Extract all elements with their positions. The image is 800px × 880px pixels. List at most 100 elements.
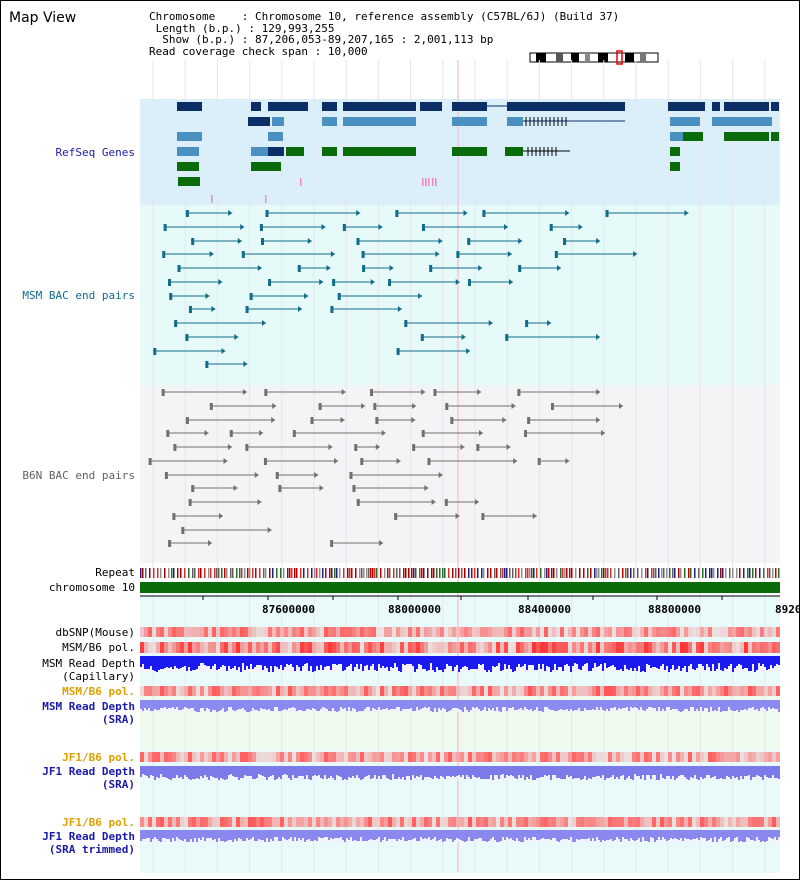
label-msm-b6-pol-sra[interactable]: MSM/B6 pol.	[62, 685, 135, 698]
bac-end	[334, 458, 339, 464]
depth-bar	[602, 656, 604, 671]
label-msm-b6-pol[interactable]: MSM/B6 pol.	[62, 641, 135, 654]
heat-cell	[468, 627, 472, 637]
heat-cell	[548, 642, 552, 653]
heat-cell	[692, 642, 696, 653]
depth-bar	[532, 766, 534, 780]
depth-bar	[720, 700, 722, 712]
bac-end	[532, 513, 537, 519]
depth-bar	[248, 766, 250, 776]
depth-bar	[770, 700, 772, 709]
label-msm-read-depth-capillary[interactable]: MSM Read Depth (Capillary)	[5, 657, 135, 683]
heat-cell	[676, 642, 680, 653]
depth-bar	[682, 766, 684, 775]
depth-bar	[700, 700, 702, 707]
label-msm-read-depth-sra[interactable]: MSM Read Depth (SRA)	[5, 700, 135, 726]
heat-cell	[208, 642, 212, 653]
depth-bar	[652, 656, 654, 667]
depth-bar	[164, 700, 166, 707]
heat-cell	[212, 642, 216, 653]
repeat-mark	[521, 568, 523, 578]
depth-bar	[634, 830, 636, 841]
heat-cell	[252, 686, 256, 696]
depth-bar	[340, 656, 342, 664]
heat-cell	[252, 817, 256, 827]
label-b6n-bac[interactable]: B6N BAC end pairs	[22, 469, 135, 482]
heat-cell	[732, 627, 736, 637]
depth-bar	[746, 830, 748, 837]
depth-bar	[490, 656, 492, 672]
depth-bar	[614, 830, 616, 840]
depth-bar	[206, 830, 208, 838]
depth-bar	[374, 766, 376, 775]
heat-cell	[664, 686, 668, 696]
heat-cell	[708, 752, 712, 762]
heat-cell	[268, 627, 272, 637]
depth-bar	[320, 656, 322, 665]
depth-bar	[144, 700, 146, 708]
label-jf1-read-depth[interactable]: JF1 Read Depth (SRA)	[5, 765, 135, 791]
label-chromosome[interactable]: chromosome 10	[48, 581, 135, 594]
heat-cell	[636, 817, 640, 827]
depth-bar	[242, 700, 244, 708]
depth-bar	[586, 656, 588, 663]
heat-cell	[156, 627, 160, 637]
heat-cell	[672, 817, 676, 827]
depth-bar	[274, 766, 276, 780]
depth-bar	[578, 700, 580, 708]
bac-end	[477, 389, 482, 395]
heat-cell	[532, 752, 536, 762]
heat-cell	[284, 686, 288, 696]
label-dbsnp[interactable]: dbSNP(Mouse)	[55, 626, 135, 639]
depth-bar	[688, 830, 690, 839]
repeat-mark	[502, 568, 504, 578]
heat-cell	[756, 627, 760, 637]
depth-bar	[682, 700, 684, 711]
depth-bar	[322, 656, 324, 670]
bac-end	[208, 540, 213, 546]
heat-cell	[260, 752, 264, 762]
depth-bar	[170, 656, 172, 667]
repeat-mark	[415, 568, 417, 578]
depth-bar	[562, 656, 564, 671]
label-jf1-b6-pol[interactable]: JF1/B6 pol.	[62, 751, 135, 764]
repeat-mark	[637, 568, 639, 578]
repeat-mark	[343, 568, 345, 578]
repeat-mark	[200, 568, 202, 578]
heat-cell	[400, 817, 404, 827]
heat-cell	[464, 642, 468, 653]
depth-bar	[710, 766, 712, 778]
heat-cell	[500, 752, 504, 762]
depth-bar	[166, 830, 168, 839]
heat-cell	[680, 627, 684, 637]
depth-bar	[556, 656, 558, 670]
repeat-mark	[732, 568, 734, 578]
depth-bar	[756, 700, 758, 709]
depth-bar	[704, 766, 706, 778]
depth-bar	[766, 766, 768, 777]
label-repeat[interactable]: Repeat	[95, 566, 135, 579]
depth-bar	[500, 830, 502, 841]
depth-bar	[506, 766, 508, 775]
depth-bar	[342, 766, 344, 780]
label-jf1-read-depth-trimmed[interactable]: JF1 Read Depth (SRA trimmed)	[5, 830, 135, 856]
depth-bar	[360, 700, 362, 711]
heat-cell	[332, 627, 336, 637]
depth-bar	[712, 830, 714, 842]
label-refseq-genes[interactable]: RefSeq Genes	[55, 146, 135, 159]
heat-cell	[468, 752, 472, 762]
heat-cell	[688, 686, 692, 696]
heat-cell	[320, 752, 324, 762]
depth-bar	[498, 700, 500, 711]
repeat-mark	[405, 568, 407, 578]
label-jf1-b6-pol-trimmed[interactable]: JF1/B6 pol.	[62, 816, 135, 829]
repeat-mark	[769, 568, 771, 578]
bac-end	[460, 444, 465, 450]
depth-bar	[322, 830, 324, 838]
label-msm-bac[interactable]: MSM BAC end pairs	[22, 289, 135, 302]
repeat-mark	[287, 568, 289, 578]
depth-bar	[698, 656, 700, 664]
depth-bar	[650, 830, 652, 837]
depth-bar	[690, 830, 692, 840]
